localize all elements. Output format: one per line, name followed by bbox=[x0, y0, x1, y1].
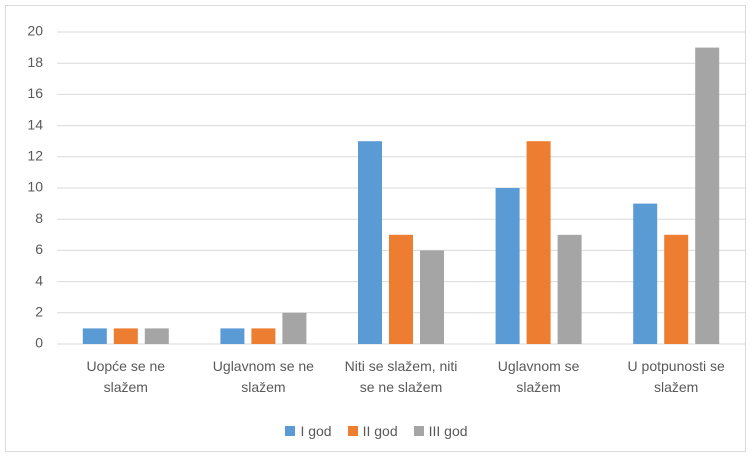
legend-label: I god bbox=[300, 423, 332, 439]
legend: I god II god III god bbox=[0, 423, 753, 439]
y-tick-label: 18 bbox=[27, 54, 43, 70]
bar bbox=[695, 47, 720, 344]
bar bbox=[144, 328, 169, 344]
bar bbox=[420, 250, 444, 344]
y-tick-label: 2 bbox=[35, 304, 43, 320]
legend-swatch bbox=[347, 426, 358, 436]
x-tick-label: Uglavnom se ne slažem bbox=[212, 358, 314, 395]
bar bbox=[389, 234, 413, 344]
y-tick-label: 6 bbox=[35, 241, 43, 257]
bar bbox=[495, 188, 520, 344]
y-tick-label: 20 bbox=[27, 23, 43, 39]
y-tick-label: 14 bbox=[27, 116, 43, 132]
bar bbox=[664, 234, 689, 344]
bar bbox=[358, 141, 382, 344]
legend-item: II god bbox=[347, 423, 398, 439]
bar bbox=[282, 312, 307, 344]
bar bbox=[526, 141, 551, 344]
legend-label: III god bbox=[428, 423, 468, 439]
legend-label: II god bbox=[362, 423, 398, 439]
y-tick-label: 10 bbox=[27, 179, 43, 195]
legend-item: III god bbox=[413, 423, 468, 439]
bar bbox=[82, 328, 107, 344]
legend-swatch bbox=[413, 426, 424, 436]
y-tick-label: 8 bbox=[35, 210, 43, 226]
x-tick-label: Niti se slažem, niti se ne slažem bbox=[344, 358, 458, 395]
x-tick-label: U potpunosti se slažem bbox=[627, 358, 725, 395]
bar bbox=[113, 328, 138, 344]
y-tick-label: 4 bbox=[35, 272, 43, 288]
bar bbox=[251, 328, 276, 344]
legend-item: I god bbox=[285, 423, 332, 439]
y-tick-label: 12 bbox=[27, 148, 43, 164]
legend-swatch bbox=[285, 426, 296, 436]
chart-frame bbox=[5, 5, 746, 452]
y-tick-label: 16 bbox=[27, 85, 43, 101]
y-tick-label: 0 bbox=[35, 335, 43, 351]
bar bbox=[557, 234, 582, 344]
x-tick-label: Uglavnom se slažem bbox=[497, 358, 580, 395]
bar bbox=[220, 328, 245, 344]
x-tick-label: Uopće se ne slažem bbox=[86, 358, 166, 395]
bar bbox=[633, 203, 658, 344]
